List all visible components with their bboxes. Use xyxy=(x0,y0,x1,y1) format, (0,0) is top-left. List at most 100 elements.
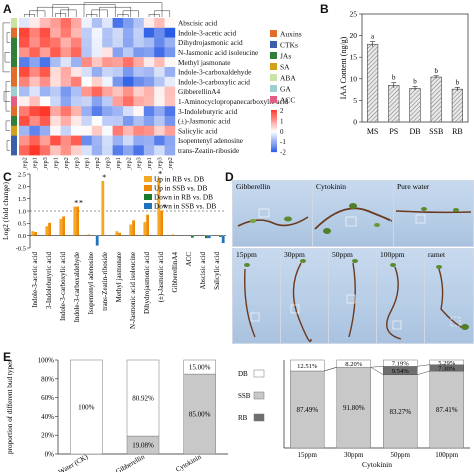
scale-step xyxy=(271,127,277,130)
legend-swatch xyxy=(144,203,152,209)
heatmap-cell xyxy=(102,125,113,136)
iaa-bar-chart: 0 5 10 15 20 25 IAA Content (ng/g) a MS b PS b DB b SS… xyxy=(339,10,469,136)
scale-step xyxy=(271,113,277,115)
heatmap-row-label: Dihydrojasmonic acid xyxy=(178,38,243,47)
heatmap-cell xyxy=(81,18,92,28)
bar xyxy=(366,43,379,123)
scale-step xyxy=(271,143,277,145)
row-class-swatch xyxy=(11,76,17,87)
heatmap-cell xyxy=(143,86,155,97)
heatmap-cell xyxy=(102,106,113,117)
bar xyxy=(207,235,211,239)
heatmap-cell xyxy=(154,145,165,156)
bar xyxy=(221,235,225,244)
scale-step xyxy=(271,134,277,136)
bar xyxy=(95,235,99,246)
heatmap-cell xyxy=(112,18,124,28)
heatmap-cell xyxy=(112,76,124,87)
scale-step xyxy=(271,133,277,135)
heatmap-cell xyxy=(71,145,82,156)
row-class-swatch xyxy=(11,116,17,126)
bar xyxy=(45,226,49,236)
heatmap-cell xyxy=(19,125,30,136)
panel-label-a: A xyxy=(3,2,12,16)
heatmap-cell xyxy=(19,135,30,146)
heatmap-row-dendrogram xyxy=(2,22,10,151)
heatmap-cell xyxy=(39,86,51,97)
heatmap-row-label: trans-Zeatin-riboside xyxy=(178,146,239,155)
scale-step xyxy=(271,144,277,146)
heatmap-row-class-bar xyxy=(11,18,17,156)
scale-step xyxy=(271,145,277,147)
bar xyxy=(388,84,400,123)
x-axis-label: Cytokinin xyxy=(362,460,392,469)
scale-step xyxy=(271,120,277,122)
heatmap-cell xyxy=(50,18,61,28)
heatmap-cell xyxy=(123,96,134,107)
row-class-swatch xyxy=(11,67,17,77)
significance-letter: b xyxy=(456,78,460,86)
bar xyxy=(205,235,208,239)
heatmap-cell xyxy=(19,86,30,97)
bar-db xyxy=(429,359,464,365)
bar-ssb xyxy=(290,370,325,449)
x-tick-label: Gibberellin xyxy=(114,453,146,472)
legend-label: ABA xyxy=(280,74,296,83)
scale-step xyxy=(271,147,277,149)
heatmap-cell xyxy=(29,47,40,58)
heatmap-cell xyxy=(164,37,176,48)
scale-step xyxy=(271,148,277,151)
row-class-swatch xyxy=(11,18,17,28)
legend-label: Down in RB vs. DB xyxy=(154,193,213,202)
heatmap-col-label: MS_rep2 xyxy=(125,157,132,170)
heatmap-cell xyxy=(60,135,72,146)
heatmap-cell xyxy=(29,116,40,126)
heatmap-cell xyxy=(29,18,40,28)
heatmap-cell xyxy=(29,27,40,38)
heatmap-col-label: MS_rep3 xyxy=(136,157,143,170)
photo-label-gibberellin: Gibberellin xyxy=(236,182,271,191)
heatmap-col-label: RB_rep3 xyxy=(42,157,49,170)
x-tick-label: DB xyxy=(409,127,420,136)
heatmap-cell xyxy=(102,37,113,48)
heatmap-cell xyxy=(102,116,113,126)
scale-step xyxy=(271,136,277,138)
dendrogram-branch xyxy=(83,2,163,17)
heatmap-cell xyxy=(60,76,72,87)
bar-ssb xyxy=(336,366,371,449)
scale-step xyxy=(271,118,277,120)
heatmap-cell xyxy=(71,47,82,58)
heatmap-cell xyxy=(164,67,176,77)
legend-swatch xyxy=(144,194,152,200)
legend-label: DB xyxy=(238,370,248,378)
bar-db xyxy=(70,359,103,455)
scale-step xyxy=(271,149,277,152)
scale-step xyxy=(271,119,277,121)
heatmap-cell xyxy=(154,76,165,87)
heatmap-cell xyxy=(112,47,124,58)
bar xyxy=(171,234,175,236)
heatmap-cell xyxy=(112,135,124,146)
heatmap-cell xyxy=(29,86,40,97)
bar xyxy=(101,180,105,236)
scale-step xyxy=(271,139,277,141)
heatmap-cell xyxy=(154,57,165,68)
bar xyxy=(430,76,442,123)
heatmap-cell xyxy=(19,37,30,48)
heatmap-cell xyxy=(154,135,165,146)
bar-value-label: 100% xyxy=(78,404,95,412)
x-tick-label: GibberellinA4 xyxy=(171,252,179,293)
bar xyxy=(118,232,121,236)
heatmap-cell xyxy=(71,27,82,38)
heatmap-cell xyxy=(102,57,113,68)
y-axis-label: Log2 (fold change) xyxy=(1,182,10,240)
heatmap-col-label: DB_rep3 xyxy=(156,157,163,170)
heatmap-cell xyxy=(164,76,176,87)
legend-label: SSB xyxy=(238,392,251,400)
bar xyxy=(143,222,147,236)
heatmap-cell xyxy=(19,18,30,28)
heatmap-col-label: SSB_rep3 xyxy=(73,157,80,170)
heatmap-cell xyxy=(164,106,176,117)
row-class-swatch xyxy=(11,37,17,48)
heatmap-cell xyxy=(102,135,113,146)
